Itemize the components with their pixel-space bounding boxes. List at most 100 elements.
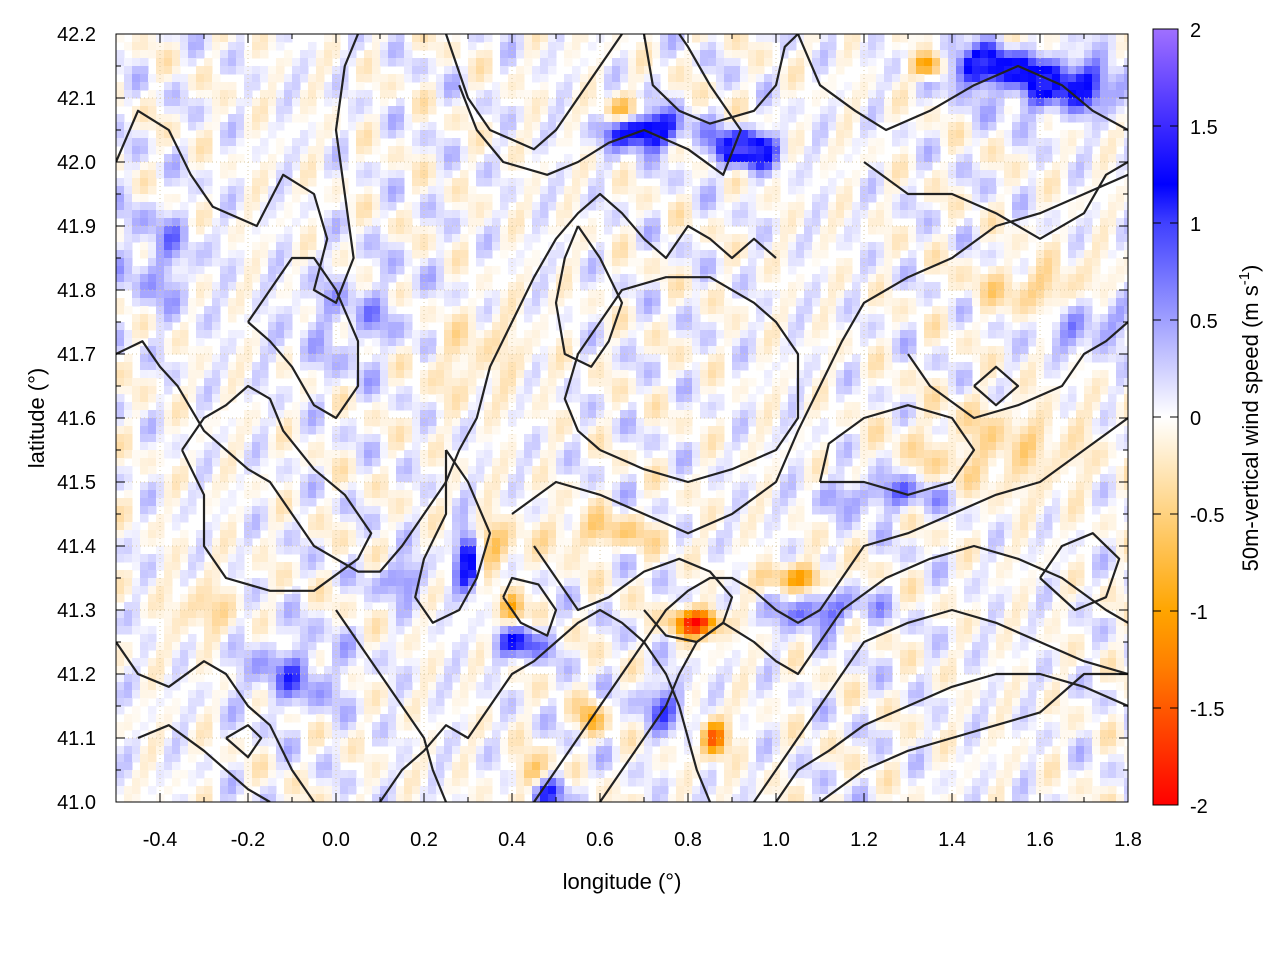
heatmap-cell	[388, 394, 397, 403]
heatmap-cell	[428, 338, 437, 347]
heatmap-cell	[620, 58, 629, 67]
heatmap-cell	[524, 330, 533, 339]
heatmap-cell	[140, 346, 149, 355]
heatmap-cell	[1100, 386, 1109, 395]
heatmap-cell	[324, 122, 333, 131]
heatmap-cell	[564, 218, 573, 227]
heatmap-cell	[132, 410, 141, 419]
heatmap-cell	[996, 322, 1005, 331]
heatmap-cell	[892, 90, 901, 99]
heatmap-cell	[964, 378, 973, 387]
heatmap-cell	[444, 98, 453, 107]
heatmap-cell	[204, 202, 213, 211]
heatmap-cell	[1020, 314, 1029, 323]
heatmap-cell	[460, 242, 469, 251]
heatmap-cell	[756, 178, 765, 187]
heatmap-cell	[876, 186, 885, 195]
heatmap-cell	[532, 122, 541, 131]
heatmap-cell	[932, 242, 941, 251]
heatmap-cell	[1100, 218, 1109, 227]
heatmap-cell	[636, 418, 645, 427]
heatmap-cell	[284, 322, 293, 331]
heatmap-cell	[980, 386, 989, 395]
heatmap-cell	[636, 74, 645, 83]
heatmap-cell	[268, 266, 277, 275]
heatmap-cell	[956, 362, 965, 371]
heatmap-cell	[564, 138, 573, 147]
heatmap-cell	[780, 202, 789, 211]
heatmap-cell	[964, 82, 973, 91]
heatmap-cell	[220, 98, 229, 107]
heatmap-cell	[548, 66, 557, 75]
heatmap-cell	[884, 186, 893, 195]
heatmap-cell	[524, 282, 533, 291]
heatmap-cell	[988, 274, 997, 283]
heatmap-cell	[724, 178, 733, 187]
heatmap-cell	[708, 306, 717, 315]
heatmap-cell	[388, 298, 397, 307]
heatmap-cell	[644, 194, 653, 203]
heatmap-cell	[828, 370, 837, 379]
heatmap-cell	[444, 378, 453, 387]
heatmap-cell	[540, 354, 549, 363]
heatmap-cell	[140, 250, 149, 259]
heatmap-cell	[396, 338, 405, 347]
heatmap-cell	[644, 354, 653, 363]
heatmap-cell	[556, 298, 565, 307]
heatmap-cell	[276, 258, 285, 267]
heatmap-cell	[340, 410, 349, 419]
heatmap-cell	[252, 266, 261, 275]
heatmap-cell	[812, 218, 821, 227]
heatmap-cell	[252, 298, 261, 307]
heatmap-cell	[1116, 298, 1125, 307]
heatmap-cell	[164, 218, 173, 227]
heatmap-cell	[1020, 170, 1029, 179]
heatmap-cell	[940, 178, 949, 187]
heatmap-cell	[628, 346, 637, 355]
heatmap-cell	[620, 234, 629, 243]
heatmap-cell	[164, 362, 173, 371]
heatmap-cell	[676, 402, 685, 411]
heatmap-cell	[700, 258, 709, 267]
heatmap-cell	[908, 418, 917, 427]
heatmap-cell	[740, 178, 749, 187]
heatmap-cell	[212, 370, 221, 379]
heatmap-cell	[980, 306, 989, 315]
heatmap-cell	[308, 234, 317, 243]
heatmap-cell	[764, 82, 773, 91]
heatmap-cell	[228, 34, 237, 43]
heatmap-cell	[732, 58, 741, 67]
heatmap-cell	[812, 114, 821, 123]
heatmap-cell	[692, 298, 701, 307]
heatmap-cell	[732, 90, 741, 99]
heatmap-cell	[212, 378, 221, 387]
heatmap-cell	[468, 186, 477, 195]
heatmap-cell	[884, 394, 893, 403]
heatmap-cell	[388, 74, 397, 83]
heatmap-cell	[748, 346, 757, 355]
heatmap-cell	[1068, 74, 1077, 83]
heatmap-cell	[460, 330, 469, 339]
heatmap-cell	[764, 42, 773, 51]
heatmap-cell	[556, 418, 565, 427]
heatmap-cell	[916, 282, 925, 291]
heatmap-cell	[724, 194, 733, 203]
heatmap-cell	[1028, 178, 1037, 187]
heatmap-cell	[228, 226, 237, 235]
heatmap-cell	[732, 410, 741, 419]
heatmap-cell	[724, 210, 733, 219]
heatmap-cell	[484, 330, 493, 339]
heatmap-cell	[172, 106, 181, 115]
heatmap-cell	[676, 330, 685, 339]
heatmap-cell	[340, 82, 349, 91]
heatmap-cell	[468, 306, 477, 315]
heatmap-cell	[276, 274, 285, 283]
heatmap-cell	[452, 402, 461, 411]
heatmap-cell	[1012, 210, 1021, 219]
heatmap-cell	[916, 402, 925, 411]
heatmap-cell	[348, 106, 357, 115]
heatmap-cell	[300, 98, 309, 107]
heatmap-cell	[1028, 378, 1037, 387]
heatmap-cell	[1108, 82, 1117, 91]
heatmap-cell	[900, 98, 909, 107]
